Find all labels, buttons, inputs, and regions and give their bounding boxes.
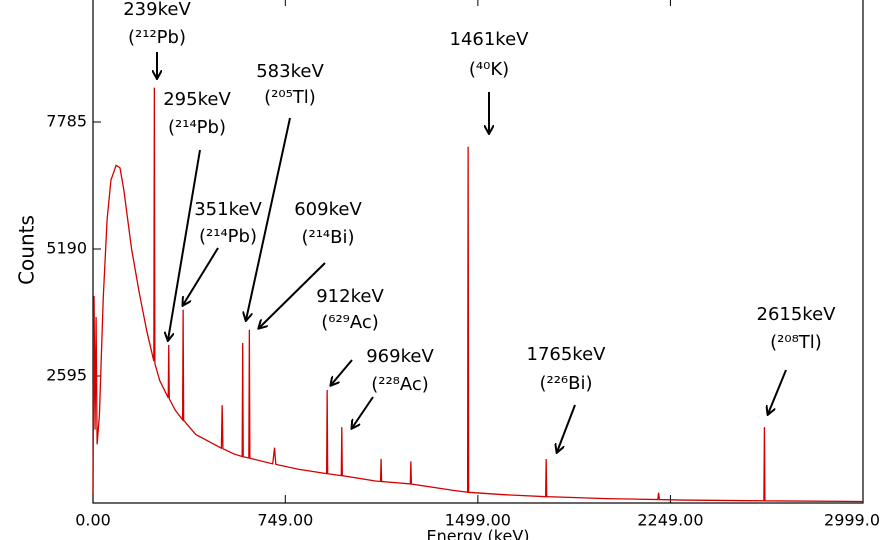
y-tick-label: 7785 bbox=[46, 112, 87, 131]
y-axis-label: Counts bbox=[15, 215, 39, 285]
annotation-isotope: (²²⁶Bi) bbox=[539, 373, 592, 394]
annotation-arrow bbox=[352, 396, 374, 428]
annotation-energy: 583keV bbox=[256, 61, 324, 82]
annotation-arrow bbox=[246, 117, 291, 320]
annotation-isotope: (⁶²⁹Ac) bbox=[321, 312, 379, 333]
annotation-energy: 1765keV bbox=[527, 344, 607, 365]
annotation-energy: 2615keV bbox=[757, 304, 837, 325]
spectrum-line bbox=[92, 87, 864, 503]
y-tick-label: 2595 bbox=[46, 366, 87, 385]
annotation-energy: 239keV bbox=[123, 0, 191, 20]
annotation-energy: 969keV bbox=[366, 346, 434, 367]
x-tick-label: 1499.00 bbox=[445, 511, 511, 530]
annotation-isotope: (²²⁸Ac) bbox=[371, 374, 429, 395]
annotation-arrow bbox=[331, 359, 353, 385]
x-tick-label: 749.00 bbox=[257, 511, 313, 530]
annotation-arrow bbox=[183, 247, 219, 305]
annotation-isotope: (²⁰⁸Tl) bbox=[770, 332, 822, 353]
annotation-isotope: (²¹²Pb) bbox=[128, 27, 186, 48]
annotation-isotope: (²⁰⁵Tl) bbox=[264, 87, 316, 108]
annotation-arrow bbox=[259, 262, 326, 328]
annotation-energy: 351keV bbox=[194, 199, 262, 220]
annotation-isotope: (²¹⁴Pb) bbox=[199, 226, 257, 247]
annotation-energy: 609keV bbox=[294, 199, 362, 220]
x-axis-label: Energy (keV) bbox=[426, 527, 529, 540]
annotation-energy: 1461keV bbox=[450, 29, 530, 50]
x-tick-label: 2999.0 bbox=[824, 511, 880, 530]
annotation-arrow bbox=[768, 369, 787, 414]
annotation-arrow bbox=[168, 149, 201, 340]
annotation-energy: 295keV bbox=[163, 89, 231, 110]
annotation-isotope: (⁴⁰K) bbox=[469, 59, 509, 80]
annotation-arrow bbox=[557, 404, 576, 452]
x-tick-label: 0.00 bbox=[75, 511, 111, 530]
annotation-energy: 912keV bbox=[316, 286, 384, 307]
annotation-isotope: (²¹⁴Bi) bbox=[301, 227, 354, 248]
x-tick-label: 2249.00 bbox=[637, 511, 703, 530]
y-tick-label: 5190 bbox=[46, 239, 87, 258]
annotation-isotope: (²¹⁴Pb) bbox=[168, 117, 226, 138]
